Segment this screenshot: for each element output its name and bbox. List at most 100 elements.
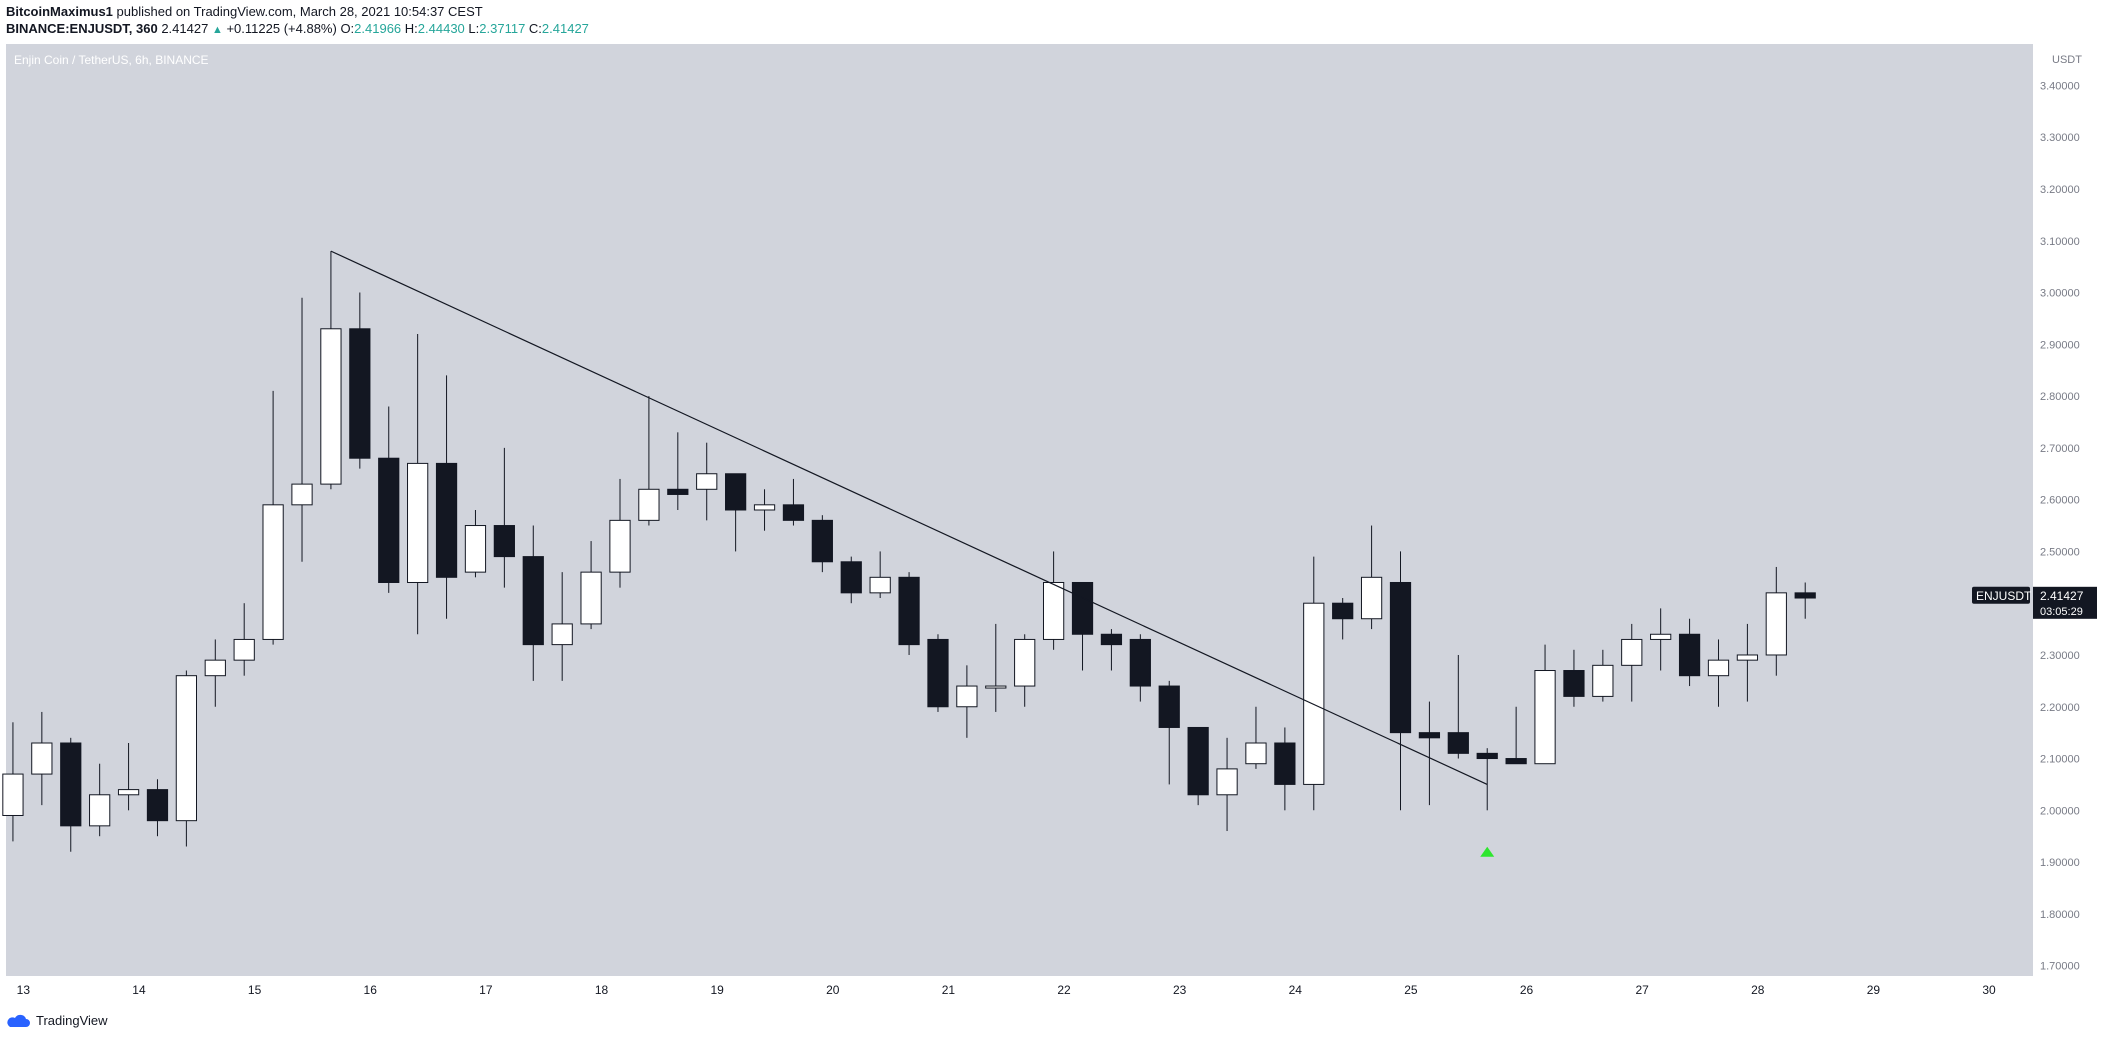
candle-7[interactable] bbox=[204, 639, 226, 707]
candle-body-down bbox=[1389, 581, 1412, 734]
candle-8[interactable] bbox=[233, 603, 255, 676]
publisher-name[interactable]: BitcoinMaximus1 bbox=[6, 4, 113, 19]
y-tick-14: 3.10000 bbox=[2040, 236, 2080, 248]
candle-31[interactable] bbox=[898, 572, 920, 655]
candle-3[interactable] bbox=[89, 763, 111, 837]
candle-body-down bbox=[146, 789, 169, 822]
candle-54[interactable] bbox=[1563, 649, 1585, 707]
y-tick-4: 2.10000 bbox=[2040, 754, 2080, 766]
candle-body-down bbox=[60, 742, 82, 827]
candle-26[interactable] bbox=[753, 489, 776, 531]
candle-34[interactable] bbox=[985, 623, 1007, 712]
tradingview-logo[interactable]: TradingView bbox=[6, 1013, 108, 1028]
candle-0[interactable] bbox=[2, 722, 24, 842]
candle-body-up bbox=[1592, 664, 1614, 697]
candle-6[interactable] bbox=[175, 670, 198, 847]
candle-43[interactable] bbox=[1245, 706, 1267, 769]
candle-44[interactable] bbox=[1274, 727, 1296, 811]
candle-body-up bbox=[291, 483, 313, 506]
candle-20[interactable] bbox=[580, 541, 602, 630]
symbol-interval: BINANCE:ENJUSDT, 360 bbox=[6, 21, 158, 36]
candle-39[interactable] bbox=[1129, 634, 1151, 702]
x-tick-8: 21 bbox=[942, 983, 956, 997]
candle-body-up bbox=[89, 794, 111, 827]
y-tick-13: 3.00000 bbox=[2040, 288, 2080, 300]
x-tick-14: 27 bbox=[1635, 983, 1649, 997]
candle-18[interactable] bbox=[522, 525, 544, 681]
y-tick-8: 2.50000 bbox=[2040, 546, 2080, 558]
candle-30[interactable] bbox=[869, 551, 891, 599]
candle-62[interactable] bbox=[1794, 582, 1816, 619]
y-tick-0: 1.70000 bbox=[2040, 961, 2080, 973]
candle-23[interactable] bbox=[667, 432, 689, 510]
time-axis[interactable] bbox=[6, 976, 2033, 1004]
candle-28[interactable] bbox=[811, 515, 833, 573]
candle-38[interactable] bbox=[1100, 629, 1123, 671]
y-tick-17: 3.40000 bbox=[2040, 80, 2080, 92]
candle-45[interactable] bbox=[1303, 556, 1325, 811]
candle-41[interactable] bbox=[1187, 726, 1209, 806]
candle-11[interactable] bbox=[320, 251, 342, 490]
chart-header: BitcoinMaximus1 published on TradingView… bbox=[6, 3, 1406, 39]
candle-50[interactable] bbox=[1447, 654, 1469, 759]
candle-body-up bbox=[464, 525, 487, 573]
chart-pane[interactable] bbox=[6, 44, 2033, 976]
candle-9[interactable] bbox=[262, 390, 284, 645]
candle-57[interactable] bbox=[1650, 608, 1672, 671]
x-tick-16: 29 bbox=[1867, 983, 1881, 997]
candle-32[interactable] bbox=[927, 634, 949, 712]
candlestick-chart[interactable]: Enjin Coin / TetherUS, 6h, BINANCE USDT … bbox=[0, 44, 2107, 1004]
candle-55[interactable] bbox=[1592, 649, 1614, 702]
candle-46[interactable] bbox=[1332, 598, 1354, 640]
tradingview-cloud-icon bbox=[7, 1014, 30, 1027]
candle-5[interactable] bbox=[146, 779, 169, 837]
price-axis[interactable] bbox=[2033, 44, 2107, 1004]
candle-29[interactable] bbox=[840, 556, 862, 604]
candle-14[interactable] bbox=[407, 333, 429, 635]
candle-body-up bbox=[551, 623, 573, 646]
trendline[interactable] bbox=[330, 250, 1488, 785]
x-tick-17: 30 bbox=[1982, 983, 1996, 997]
candle-body-down bbox=[1100, 633, 1123, 646]
candle-body-up bbox=[2, 773, 24, 816]
candle-40[interactable] bbox=[1158, 680, 1180, 785]
candle-24[interactable] bbox=[696, 442, 718, 521]
candle-47[interactable] bbox=[1360, 525, 1383, 630]
candle-33[interactable] bbox=[956, 665, 978, 738]
candle-35[interactable] bbox=[1014, 634, 1036, 707]
candle-13[interactable] bbox=[378, 406, 400, 593]
x-tick-12: 25 bbox=[1404, 983, 1418, 997]
candle-17[interactable] bbox=[493, 447, 515, 588]
candle-53[interactable] bbox=[1534, 644, 1556, 765]
candle-body-down bbox=[1158, 685, 1180, 728]
candle-48[interactable] bbox=[1389, 551, 1412, 811]
candle-60[interactable] bbox=[1736, 623, 1759, 702]
candle-58[interactable] bbox=[1678, 618, 1701, 687]
candle-body-up bbox=[696, 473, 718, 490]
candle-body-down bbox=[1332, 602, 1354, 620]
candle-61[interactable] bbox=[1765, 566, 1787, 676]
candle-10[interactable] bbox=[291, 297, 313, 562]
candle-4[interactable] bbox=[117, 743, 140, 811]
candle-body-down bbox=[811, 519, 833, 563]
candle-42[interactable] bbox=[1216, 737, 1238, 832]
candle-15[interactable] bbox=[435, 375, 458, 619]
candle-16[interactable] bbox=[464, 510, 487, 578]
candle-49[interactable] bbox=[1418, 701, 1441, 806]
candle-36[interactable] bbox=[1042, 551, 1065, 650]
candle-body-up bbox=[407, 462, 429, 583]
candle-body-down bbox=[493, 525, 515, 558]
candle-12[interactable] bbox=[349, 292, 371, 469]
candle-51[interactable] bbox=[1476, 748, 1498, 811]
candle-1[interactable] bbox=[31, 711, 53, 806]
candle-25[interactable] bbox=[725, 473, 747, 552]
candle-19[interactable] bbox=[551, 572, 573, 681]
candle-21[interactable] bbox=[609, 478, 631, 588]
candle-2[interactable] bbox=[60, 737, 82, 852]
candle-56[interactable] bbox=[1621, 623, 1643, 702]
candle-59[interactable] bbox=[1707, 639, 1730, 707]
candle-body-up bbox=[1621, 638, 1643, 666]
candle-52[interactable] bbox=[1505, 706, 1527, 765]
candle-27[interactable] bbox=[782, 478, 805, 526]
candle-22[interactable] bbox=[638, 396, 660, 526]
